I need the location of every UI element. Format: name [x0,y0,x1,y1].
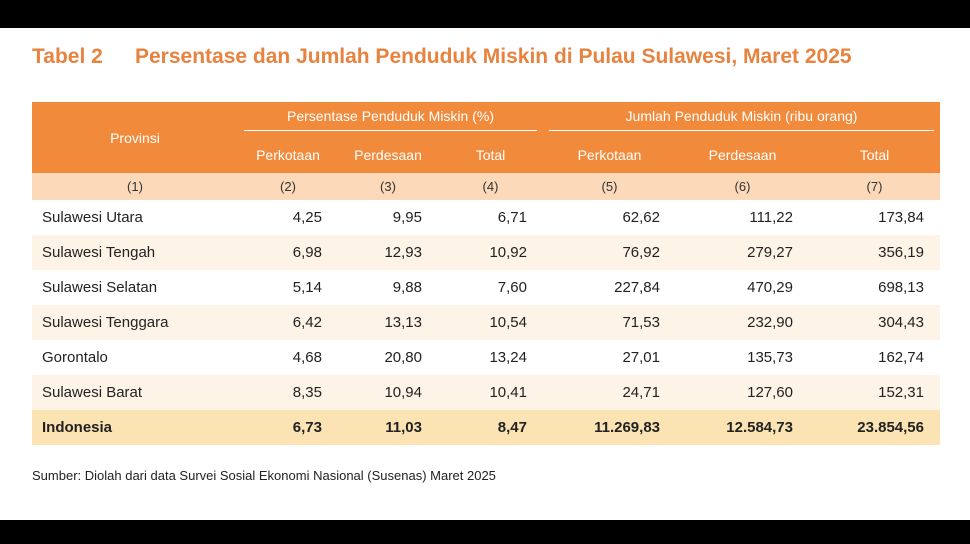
column-number: (7) [809,173,940,200]
group-header-percentage-label: Persentase Penduduk Miskin (%) [244,108,537,131]
province-cell: Gorontalo [32,340,238,375]
value-cell: 10,54 [438,305,543,340]
value-cell: 304,43 [809,305,940,340]
column-number: (4) [438,173,543,200]
table-number: Tabel 2 [32,45,103,68]
value-cell: 24,71 [543,375,676,410]
table-row: Sulawesi Tengah 6,98 12,93 10,92 76,92 2… [32,235,940,270]
value-cell: 356,19 [809,235,940,270]
total-value-cell: 11,03 [338,410,438,445]
group-header-count: Jumlah Penduduk Miskin (ribu orang) [543,102,940,137]
value-cell: 71,53 [543,305,676,340]
province-cell: Sulawesi Utara [32,200,238,235]
value-cell: 13,24 [438,340,543,375]
column-number: (3) [338,173,438,200]
subheader-perdesaan-count: Perdesaan [676,137,809,173]
table-row: Sulawesi Selatan 5,14 9,88 7,60 227,84 4… [32,270,940,305]
group-header-count-label: Jumlah Penduduk Miskin (ribu orang) [549,108,934,131]
subheader-total-pct: Total [438,137,543,173]
province-cell: Sulawesi Tengah [32,235,238,270]
value-cell: 152,31 [809,375,940,410]
table-title: Tabel 2 Persentase dan Jumlah Penduduk Mi… [32,45,852,69]
province-cell: Sulawesi Barat [32,375,238,410]
total-label-cell: Indonesia [32,410,238,445]
value-cell: 8,35 [238,375,338,410]
column-number: (2) [238,173,338,200]
total-value-cell: 23.854,56 [809,410,940,445]
value-cell: 9,88 [338,270,438,305]
value-cell: 173,84 [809,200,940,235]
value-cell: 6,71 [438,200,543,235]
poverty-table: Provinsi Persentase Penduduk Miskin (%) … [32,102,940,445]
total-value-cell: 6,73 [238,410,338,445]
province-header: Provinsi [32,102,238,173]
value-cell: 111,22 [676,200,809,235]
subheader-total-count: Total [809,137,940,173]
table-row: Gorontalo 4,68 20,80 13,24 27,01 135,73 … [32,340,940,375]
group-header-percentage: Persentase Penduduk Miskin (%) [238,102,543,137]
source-note: Sumber: Diolah dari data Survei Sosial E… [32,468,496,483]
value-cell: 20,80 [338,340,438,375]
column-number: (5) [543,173,676,200]
value-cell: 27,01 [543,340,676,375]
column-number: (6) [676,173,809,200]
column-number: (1) [32,173,238,200]
value-cell: 698,13 [809,270,940,305]
subheader-perdesaan-pct: Perdesaan [338,137,438,173]
value-cell: 7,60 [438,270,543,305]
total-value-cell: 11.269,83 [543,410,676,445]
subheader-perkotaan-pct: Perkotaan [238,137,338,173]
value-cell: 10,94 [338,375,438,410]
value-cell: 12,93 [338,235,438,270]
value-cell: 10,41 [438,375,543,410]
value-cell: 227,84 [543,270,676,305]
table-title-text: Persentase dan Jumlah Penduduk Miskin di… [135,45,852,68]
value-cell: 232,90 [676,305,809,340]
value-cell: 162,74 [809,340,940,375]
value-cell: 6,98 [238,235,338,270]
province-cell: Sulawesi Tenggara [32,305,238,340]
document-page: Tabel 2 Persentase dan Jumlah Penduduk Mi… [0,28,970,520]
value-cell: 10,92 [438,235,543,270]
province-cell: Sulawesi Selatan [32,270,238,305]
value-cell: 135,73 [676,340,809,375]
table-row: Sulawesi Tenggara 6,42 13,13 10,54 71,53… [32,305,940,340]
value-cell: 4,25 [238,200,338,235]
value-cell: 470,29 [676,270,809,305]
total-value-cell: 8,47 [438,410,543,445]
value-cell: 13,13 [338,305,438,340]
value-cell: 6,42 [238,305,338,340]
value-cell: 9,95 [338,200,438,235]
value-cell: 127,60 [676,375,809,410]
value-cell: 62,62 [543,200,676,235]
value-cell: 76,92 [543,235,676,270]
value-cell: 279,27 [676,235,809,270]
subheader-perkotaan-count: Perkotaan [543,137,676,173]
value-cell: 5,14 [238,270,338,305]
value-cell: 4,68 [238,340,338,375]
table-row: Sulawesi Barat 8,35 10,94 10,41 24,71 12… [32,375,940,410]
total-row: Indonesia 6,73 11,03 8,47 11.269,83 12.5… [32,410,940,445]
table-row: Sulawesi Utara 4,25 9,95 6,71 62,62 111,… [32,200,940,235]
total-value-cell: 12.584,73 [676,410,809,445]
